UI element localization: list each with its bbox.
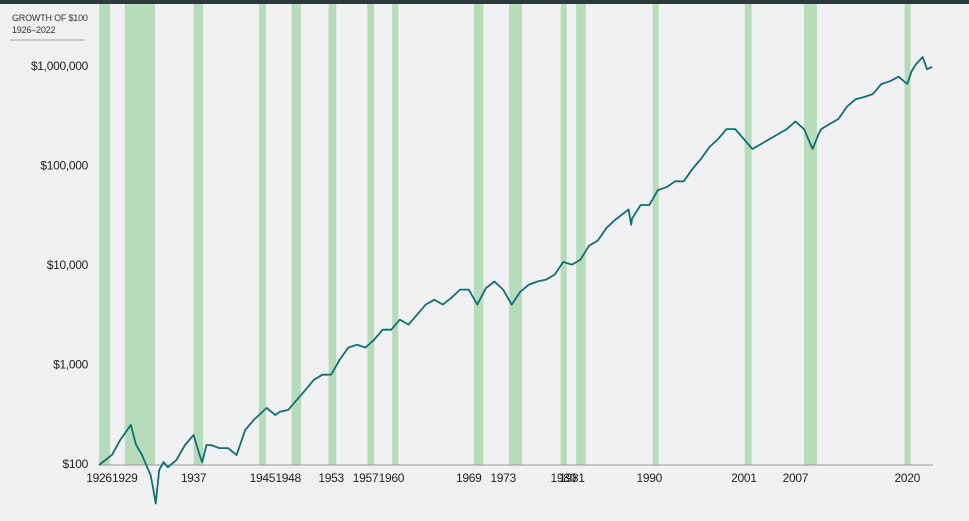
x-tick-label: 1945 bbox=[250, 471, 276, 485]
recession-band bbox=[804, 4, 817, 465]
recession-band bbox=[328, 4, 337, 465]
growth-line bbox=[98, 56, 933, 505]
x-tick-label: 2020 bbox=[894, 471, 920, 485]
x-tick-label: 1990 bbox=[637, 471, 663, 485]
y-tick-label: $1,000,000 bbox=[31, 59, 89, 73]
recession-band bbox=[367, 4, 375, 465]
recession-band bbox=[652, 4, 659, 465]
x-tick-label: 1926 bbox=[86, 471, 112, 485]
y-tick-label: $10,000 bbox=[47, 258, 89, 272]
x-tick-label: 1969 bbox=[456, 471, 482, 485]
chart-subtitle: 1926–2022 bbox=[12, 25, 55, 35]
x-tick-label: 1937 bbox=[181, 471, 207, 485]
x-tick-label: 1960 bbox=[379, 471, 405, 485]
x-tick-label: 1981 bbox=[559, 471, 585, 485]
y-tick-label: $100,000 bbox=[40, 159, 88, 173]
x-tick-label: 1957 bbox=[353, 471, 379, 485]
x-tick-label: 1948 bbox=[275, 471, 301, 485]
bands bbox=[99, 4, 911, 465]
recession-band bbox=[560, 4, 567, 465]
recession-band bbox=[291, 4, 302, 465]
y-tick-label: $1,000 bbox=[53, 358, 89, 372]
recession-band bbox=[99, 4, 111, 465]
x-tick-label: 1973 bbox=[490, 471, 516, 485]
x-tick-label: 1980 bbox=[551, 471, 577, 485]
recession-band bbox=[744, 4, 752, 465]
recession-band bbox=[576, 4, 586, 465]
x-tick-label: 2007 bbox=[783, 471, 809, 485]
recession-band bbox=[193, 4, 204, 465]
recession-band bbox=[473, 4, 484, 465]
recession-band bbox=[124, 4, 155, 465]
x-tick-label: 1953 bbox=[318, 471, 344, 485]
recession-band bbox=[258, 4, 266, 465]
top-strip bbox=[0, 0, 969, 4]
x-tick-label: 1929 bbox=[112, 471, 138, 485]
chart-title: GROWTH OF $100 bbox=[12, 13, 88, 23]
recession-band bbox=[904, 4, 911, 465]
recession-band bbox=[509, 4, 523, 465]
recession-band bbox=[392, 4, 399, 465]
x-tick-label: 2001 bbox=[731, 471, 757, 485]
y-tick-label: $100 bbox=[63, 457, 89, 471]
